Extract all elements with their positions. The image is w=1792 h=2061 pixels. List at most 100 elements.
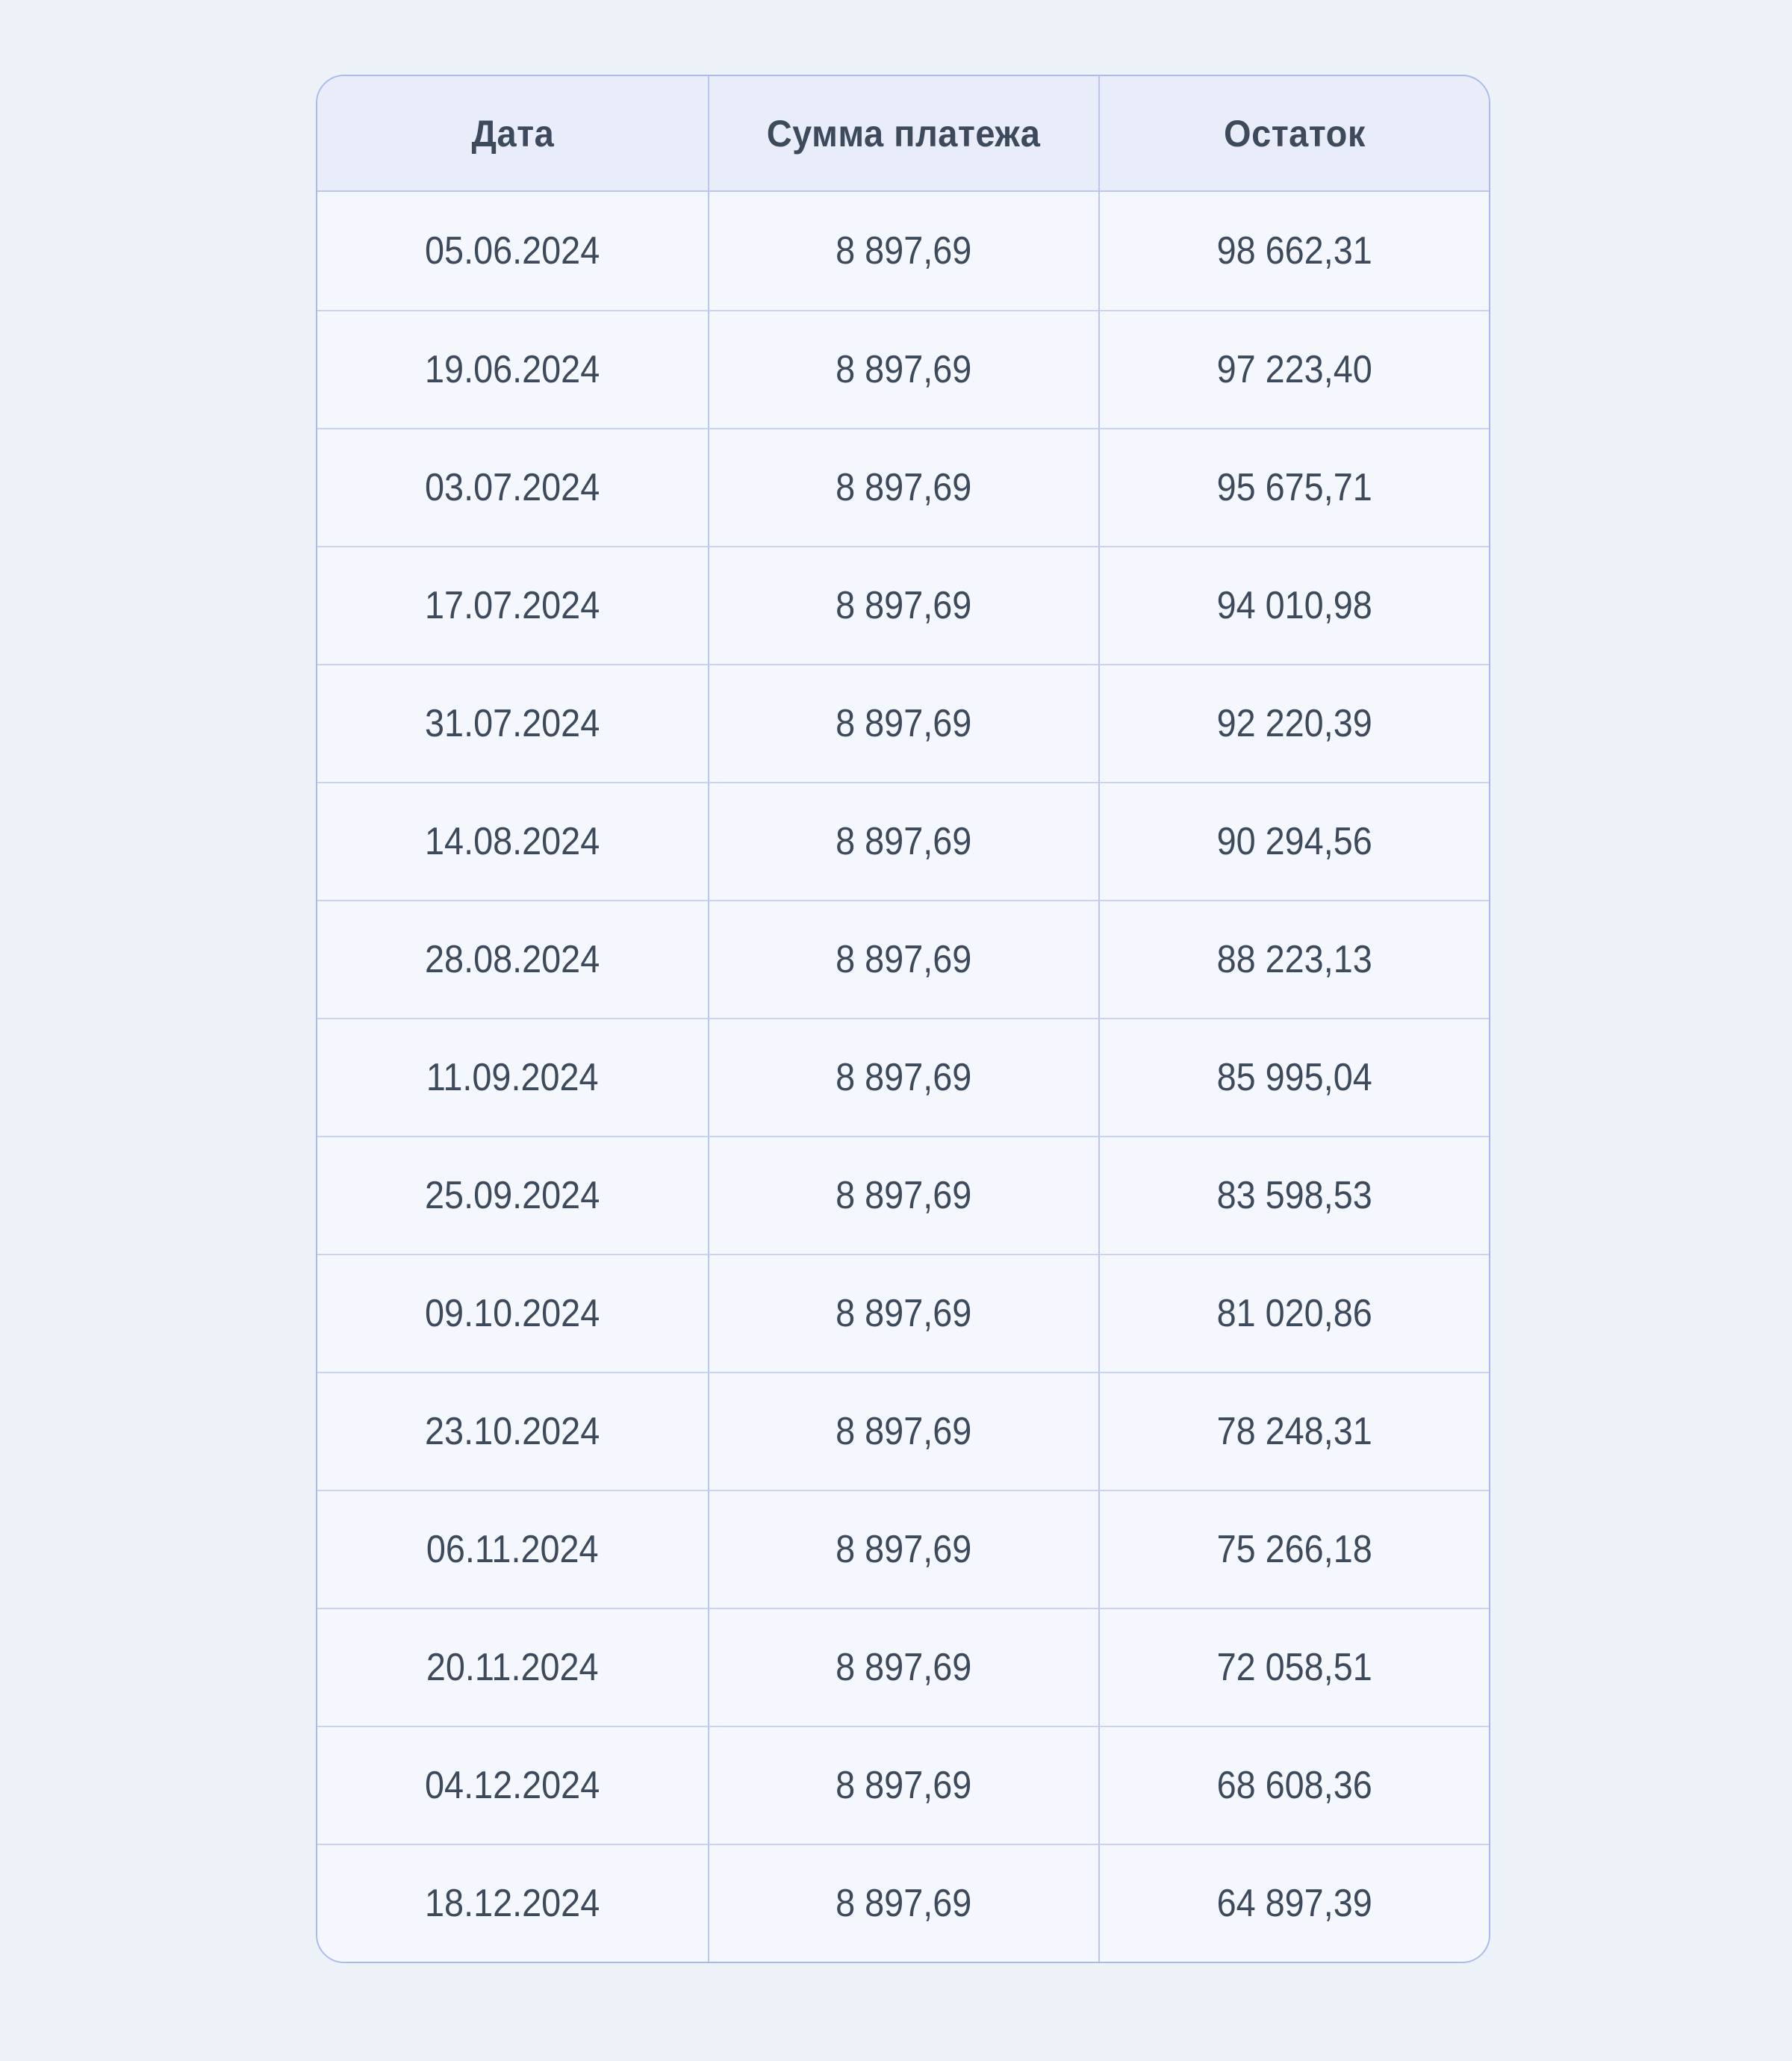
payment-value: 8 897,69 bbox=[836, 820, 972, 863]
cell-payment: 8 897,69 bbox=[708, 1608, 1098, 1726]
balance-value: 97 223,40 bbox=[1216, 348, 1372, 391]
cell-balance: 81 020,86 bbox=[1098, 1254, 1489, 1372]
balance-value: 92 220,39 bbox=[1216, 702, 1372, 745]
payment-value: 8 897,69 bbox=[836, 1528, 972, 1571]
cell-payment: 8 897,69 bbox=[708, 1844, 1098, 1962]
cell-date: 05.06.2024 bbox=[317, 192, 708, 310]
cell-date: 17.07.2024 bbox=[317, 546, 708, 664]
date-value: 23.10.2024 bbox=[425, 1410, 600, 1453]
table-row: 06.11.2024 8 897,69 75 266,18 bbox=[317, 1490, 1489, 1608]
table-row: 03.07.2024 8 897,69 95 675,71 bbox=[317, 428, 1489, 546]
cell-balance: 98 662,31 bbox=[1098, 192, 1489, 310]
balance-value: 88 223,13 bbox=[1216, 938, 1372, 981]
cell-date: 20.11.2024 bbox=[317, 1608, 708, 1726]
date-value: 19.06.2024 bbox=[425, 348, 600, 391]
table-row: 19.06.2024 8 897,69 97 223,40 bbox=[317, 310, 1489, 428]
column-header-payment: Сумма платежа bbox=[708, 76, 1098, 192]
payment-value: 8 897,69 bbox=[836, 1174, 972, 1217]
cell-date: 14.08.2024 bbox=[317, 782, 708, 900]
date-value: 18.12.2024 bbox=[425, 1882, 600, 1925]
column-header-date-label: Дата bbox=[471, 112, 554, 155]
date-value: 05.06.2024 bbox=[425, 229, 600, 273]
cell-balance: 75 266,18 bbox=[1098, 1490, 1489, 1608]
cell-balance: 83 598,53 bbox=[1098, 1136, 1489, 1254]
table-row: 28.08.2024 8 897,69 88 223,13 bbox=[317, 900, 1489, 1018]
date-value: 11.09.2024 bbox=[426, 1056, 599, 1099]
cell-balance: 95 675,71 bbox=[1098, 428, 1489, 546]
cell-payment: 8 897,69 bbox=[708, 664, 1098, 782]
payment-value: 8 897,69 bbox=[836, 584, 972, 627]
table-row: 31.07.2024 8 897,69 92 220,39 bbox=[317, 664, 1489, 782]
table-header: Дата Сумма платежа Остаток bbox=[317, 76, 1489, 192]
cell-date: 06.11.2024 bbox=[317, 1490, 708, 1608]
cell-date: 18.12.2024 bbox=[317, 1844, 708, 1962]
table-row: 18.12.2024 8 897,69 64 897,39 bbox=[317, 1844, 1489, 1962]
cell-balance: 85 995,04 bbox=[1098, 1018, 1489, 1136]
cell-balance: 94 010,98 bbox=[1098, 546, 1489, 664]
cell-balance: 68 608,36 bbox=[1098, 1726, 1489, 1844]
balance-value: 72 058,51 bbox=[1216, 1646, 1372, 1689]
table-row: 17.07.2024 8 897,69 94 010,98 bbox=[317, 546, 1489, 664]
payment-value: 8 897,69 bbox=[836, 466, 972, 509]
cell-payment: 8 897,69 bbox=[708, 192, 1098, 310]
cell-date: 25.09.2024 bbox=[317, 1136, 708, 1254]
table-row: 04.12.2024 8 897,69 68 608,36 bbox=[317, 1726, 1489, 1844]
payment-value: 8 897,69 bbox=[836, 1292, 972, 1335]
cell-balance: 64 897,39 bbox=[1098, 1844, 1489, 1962]
table-row: 11.09.2024 8 897,69 85 995,04 bbox=[317, 1018, 1489, 1136]
cell-date: 11.09.2024 bbox=[317, 1018, 708, 1136]
cell-balance: 92 220,39 bbox=[1098, 664, 1489, 782]
cell-payment: 8 897,69 bbox=[708, 1136, 1098, 1254]
table-header-row: Дата Сумма платежа Остаток bbox=[317, 76, 1489, 192]
payment-schedule-table: Дата Сумма платежа Остаток 05.06.2024 8 … bbox=[317, 76, 1489, 1962]
cell-date: 04.12.2024 bbox=[317, 1726, 708, 1844]
cell-date: 03.07.2024 bbox=[317, 428, 708, 546]
balance-value: 83 598,53 bbox=[1216, 1174, 1372, 1217]
date-value: 17.07.2024 bbox=[425, 584, 600, 627]
cell-payment: 8 897,69 bbox=[708, 782, 1098, 900]
cell-payment: 8 897,69 bbox=[708, 1726, 1098, 1844]
payment-value: 8 897,69 bbox=[836, 1882, 972, 1925]
column-header-payment-label: Сумма платежа bbox=[767, 112, 1041, 155]
date-value: 06.11.2024 bbox=[426, 1528, 599, 1571]
cell-payment: 8 897,69 bbox=[708, 1372, 1098, 1490]
cell-date: 19.06.2024 bbox=[317, 310, 708, 428]
table-row: 23.10.2024 8 897,69 78 248,31 bbox=[317, 1372, 1489, 1490]
cell-payment: 8 897,69 bbox=[708, 428, 1098, 546]
cell-balance: 78 248,31 bbox=[1098, 1372, 1489, 1490]
date-value: 14.08.2024 bbox=[425, 820, 600, 863]
date-value: 28.08.2024 bbox=[425, 938, 600, 981]
balance-value: 64 897,39 bbox=[1216, 1882, 1372, 1925]
balance-value: 90 294,56 bbox=[1216, 820, 1372, 863]
table-row: 20.11.2024 8 897,69 72 058,51 bbox=[317, 1608, 1489, 1726]
cell-balance: 90 294,56 bbox=[1098, 782, 1489, 900]
table-body: 05.06.2024 8 897,69 98 662,31 19.06.2024… bbox=[317, 192, 1489, 1962]
balance-value: 75 266,18 bbox=[1216, 1528, 1372, 1571]
payment-value: 8 897,69 bbox=[836, 229, 972, 273]
date-value: 04.12.2024 bbox=[425, 1764, 600, 1807]
column-header-balance-label: Остаток bbox=[1223, 112, 1366, 155]
cell-payment: 8 897,69 bbox=[708, 546, 1098, 664]
cell-payment: 8 897,69 bbox=[708, 310, 1098, 428]
table-row: 14.08.2024 8 897,69 90 294,56 bbox=[317, 782, 1489, 900]
cell-date: 09.10.2024 bbox=[317, 1254, 708, 1372]
cell-payment: 8 897,69 bbox=[708, 1018, 1098, 1136]
cell-balance: 97 223,40 bbox=[1098, 310, 1489, 428]
payment-schedule-card: Дата Сумма платежа Остаток 05.06.2024 8 … bbox=[316, 75, 1490, 1963]
payment-value: 8 897,69 bbox=[836, 348, 972, 391]
table-row: 09.10.2024 8 897,69 81 020,86 bbox=[317, 1254, 1489, 1372]
payment-value: 8 897,69 bbox=[836, 1056, 972, 1099]
cell-payment: 8 897,69 bbox=[708, 900, 1098, 1018]
date-value: 25.09.2024 bbox=[425, 1174, 600, 1217]
cell-balance: 72 058,51 bbox=[1098, 1608, 1489, 1726]
table-row: 05.06.2024 8 897,69 98 662,31 bbox=[317, 192, 1489, 310]
payment-value: 8 897,69 bbox=[836, 702, 972, 745]
date-value: 03.07.2024 bbox=[425, 466, 600, 509]
balance-value: 81 020,86 bbox=[1216, 1292, 1372, 1335]
cell-payment: 8 897,69 bbox=[708, 1490, 1098, 1608]
balance-value: 98 662,31 bbox=[1216, 229, 1372, 273]
cell-payment: 8 897,69 bbox=[708, 1254, 1098, 1372]
cell-date: 31.07.2024 bbox=[317, 664, 708, 782]
balance-value: 68 608,36 bbox=[1216, 1764, 1372, 1807]
column-header-date: Дата bbox=[317, 76, 708, 192]
